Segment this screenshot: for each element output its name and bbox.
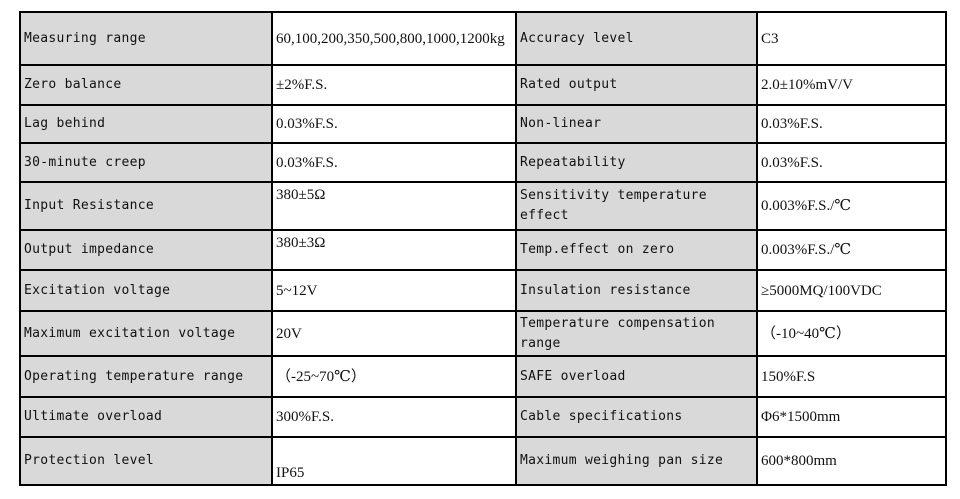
spec-value: 0.003%F.S./℃ (756, 181, 947, 231)
spec-value: 380±5Ω (271, 181, 517, 231)
spec-value: 0.003%F.S./℃ (756, 229, 947, 271)
spec-value: 0.03%F.S. (271, 104, 517, 144)
table-row: Ultimate overload 300%F.S. Cable specifica… (19, 396, 947, 438)
spec-value: ±2%F.S. (271, 64, 517, 106)
spec-label: Excitation voltage (19, 269, 273, 312)
spec-value: （-10~40℃） (756, 310, 947, 357)
spec-label: Ultimate overload (19, 396, 273, 438)
spec-value: 0.03%F.S. (756, 104, 947, 144)
table-row: Operating temperature range （-25~70℃） SAFE… (19, 355, 947, 398)
spec-label: Maximum weighing pan size (515, 436, 758, 486)
table-row: Protection level IP65 Maximum weighing pan… (19, 436, 947, 486)
spec-label: Repeatability (515, 142, 758, 183)
spec-label: Measuring range (19, 11, 273, 66)
table-row: 30-minute creep 0.03%F.S. Repeatability 0.0… (19, 142, 947, 183)
table-row: Measuring range 60,100,200,350,500,800,10… (19, 11, 947, 66)
spec-value: 380±3Ω (271, 229, 517, 271)
spec-value: 150%F.S (756, 355, 947, 398)
spec-label: Cable specifications (515, 396, 758, 438)
spec-value: 5~12V (271, 269, 517, 312)
spec-label: Maximum excitation voltage (19, 310, 273, 357)
table-row: Input Resistance 380±5Ω Sensitivity temper… (19, 181, 947, 231)
spec-label: Input Resistance (19, 181, 273, 231)
spec-label: Protection level (19, 436, 273, 486)
spec-label: Accuracy level (515, 11, 758, 66)
spec-value: 600*800mm (756, 436, 947, 486)
spec-value: 0.03%F.S. (271, 142, 517, 183)
spec-value: 300%F.S. (271, 396, 517, 438)
table-row: Zero balance ±2%F.S. Rated output 2.0±10%mV… (19, 64, 947, 106)
spec-value: 20V (271, 310, 517, 357)
spec-value: （-25~70℃） (271, 355, 517, 398)
spec-value: 2.0±10%mV/V (756, 64, 947, 106)
specifications-table: Measuring range 60,100,200,350,500,800,10… (19, 11, 947, 486)
table-row: Maximum excitation voltage 20V Temperature… (19, 310, 947, 357)
spec-label: Lag behind (19, 104, 273, 144)
spec-label: SAFE overload (515, 355, 758, 398)
spec-value: C3 (756, 11, 947, 66)
spec-value: 60,100,200,350,500,800,1000,1200kg (271, 11, 517, 66)
spec-label: Sensitivity temperature effect (515, 181, 758, 231)
table-row: Output impedance 380±3Ω Temp.effect on zer… (19, 229, 947, 271)
spec-label: Non-linear (515, 104, 758, 144)
spec-label: Operating temperature range (19, 355, 273, 398)
spec-label: Insulation resistance (515, 269, 758, 312)
spec-label: Output impedance (19, 229, 273, 271)
table-row: Lag behind 0.03%F.S. Non-linear 0.03%F.S. (19, 104, 947, 144)
spec-value: Φ6*1500mm (756, 396, 947, 438)
table-row: Excitation voltage 5~12V Insulation resist… (19, 269, 947, 312)
spec-value: IP65 (271, 436, 517, 486)
spec-label: Rated output (515, 64, 758, 106)
spec-value: 0.03%F.S. (756, 142, 947, 183)
spec-label: Temp.effect on zero (515, 229, 758, 271)
spec-label: Temperature compensation range (515, 310, 758, 357)
spec-value: ≥5000MQ/100VDC (756, 269, 947, 312)
spec-label: Zero balance (19, 64, 273, 106)
spec-label: 30-minute creep (19, 142, 273, 183)
